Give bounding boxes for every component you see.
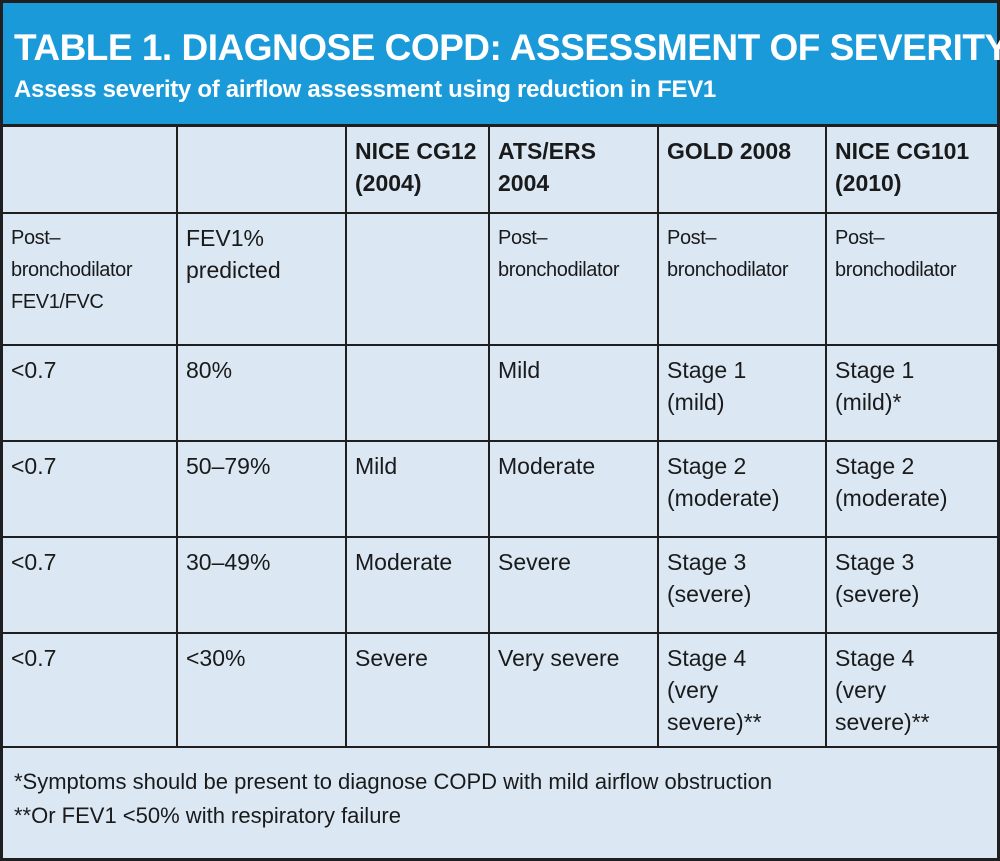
footnote-mild: *Symptoms should be present to diagnose …	[14, 769, 773, 794]
footnotes: *Symptoms should be present to diagnose …	[14, 765, 772, 833]
header-row: NICE CG12 (2004) ATS/ERS 2004 GOLD 2008 …	[3, 127, 997, 214]
table-cell: <0.7	[3, 344, 178, 442]
table-header: TABLE 1. DIAGNOSE COPD: ASSESSMENT OF SE…	[3, 3, 1000, 127]
table-row: <0.7 <30% Severe Very severe Stage 4 (ve…	[3, 632, 997, 748]
table-cell: <0.7	[3, 632, 178, 748]
table-cell: 30–49%	[176, 536, 347, 634]
table-cell: FEV1% predicted	[176, 212, 347, 346]
table-cell: Stage 4 (very severe)**	[657, 632, 827, 748]
table-cell: Moderate	[345, 536, 490, 634]
table-cell: Stage 2 (moderate)	[657, 440, 827, 538]
table-cell: Mild	[488, 344, 659, 442]
severity-table: NICE CG12 (2004) ATS/ERS 2004 GOLD 2008 …	[3, 127, 997, 748]
table-cell: Stage 2 (moderate)	[825, 440, 997, 538]
table-cell: Moderate	[488, 440, 659, 538]
table-cell: Post– bronchodilator	[825, 212, 997, 346]
table-cell: 80%	[176, 344, 347, 442]
column-header-nice-cg101: NICE CG101 (2010)	[825, 127, 997, 214]
column-header-ats-ers: ATS/ERS 2004	[488, 127, 659, 214]
column-header	[3, 127, 178, 214]
table-row: <0.7 30–49% Moderate Severe Stage 3 (sev…	[3, 536, 997, 634]
table-cell	[345, 212, 490, 346]
table-cell: Very severe	[488, 632, 659, 748]
table-cell: Post– bronchodilator	[488, 212, 659, 346]
table-cell: Mild	[345, 440, 490, 538]
table-row: <0.7 80% Mild Stage 1 (mild) Stage 1 (mi…	[3, 344, 997, 442]
column-header-nice-cg12: NICE CG12 (2004)	[345, 127, 490, 214]
table-cell: Stage 3 (severe)	[825, 536, 997, 634]
table-cell: <0.7	[3, 440, 178, 538]
table-cell: 50–79%	[176, 440, 347, 538]
table-cell: <30%	[176, 632, 347, 748]
table-row: <0.7 50–79% Mild Moderate Stage 2 (moder…	[3, 440, 997, 538]
footnote-respiratory-failure: **Or FEV1 <50% with respiratory failure	[14, 803, 401, 828]
table-cell: Stage 3 (severe)	[657, 536, 827, 634]
table-cell: Severe	[345, 632, 490, 748]
column-header-gold: GOLD 2008	[657, 127, 827, 214]
table-cell: Post– bronchodilator	[657, 212, 827, 346]
table-title: TABLE 1. DIAGNOSE COPD: ASSESSMENT OF SE…	[14, 27, 1000, 69]
table-cell	[345, 344, 490, 442]
table-row: Post– bronchodilator FEV1/FVC FEV1% pred…	[3, 212, 997, 346]
table-cell: Severe	[488, 536, 659, 634]
table-cell: Stage 1 (mild)*	[825, 344, 997, 442]
table-subtitle: Assess severity of airflow assessment us…	[14, 76, 716, 103]
table-cell: Post– bronchodilator FEV1/FVC	[3, 212, 178, 346]
table-title-text: TABLE 1. DIAGNOSE COPD: ASSESSMENT OF SE…	[14, 27, 1000, 68]
table-cell: Stage 1 (mild)	[657, 344, 827, 442]
table-cell: <0.7	[3, 536, 178, 634]
column-header	[176, 127, 347, 214]
table-cell: Stage 4 (very severe)**	[825, 632, 997, 748]
